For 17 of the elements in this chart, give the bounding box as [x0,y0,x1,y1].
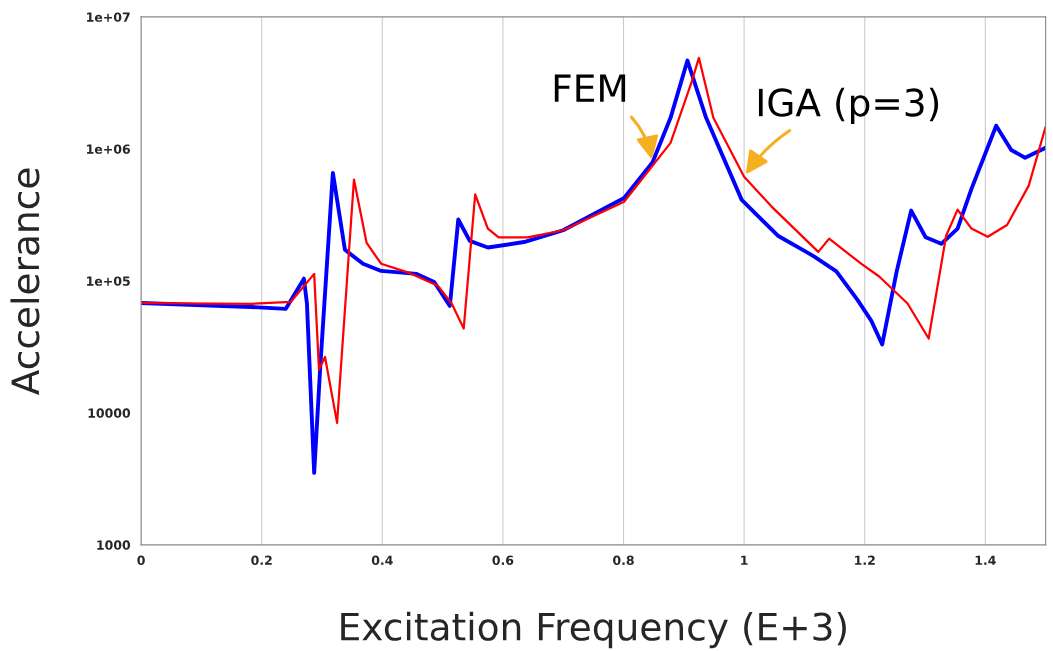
x-tick-label: 0.8 [613,555,634,565]
x-tick-label: 1.4 [975,555,996,565]
y-tick-label: 10000 [88,408,131,418]
series-label: IGA (p=3) [758,87,939,124]
y-tick-label: 1e+05 [87,276,130,286]
x-tick-label: 0.2 [251,555,272,565]
x-tick-label: 0.4 [371,555,393,565]
x-axis-title: Excitation Frequency (E+3) [341,611,846,649]
y-tick-label: 1e+06 [87,144,131,154]
x-tick-label: 0.6 [492,555,514,565]
y-axis-title: Accelerance [10,168,40,395]
x-tick-label: 1 [741,555,748,565]
series-label: FEM [554,74,626,102]
y-tick-label: 1000 [97,540,131,550]
x-tick-label: 0 [137,555,145,565]
y-tick-label: 1e+07 [87,12,130,22]
x-tick-label: 1.2 [855,555,875,565]
